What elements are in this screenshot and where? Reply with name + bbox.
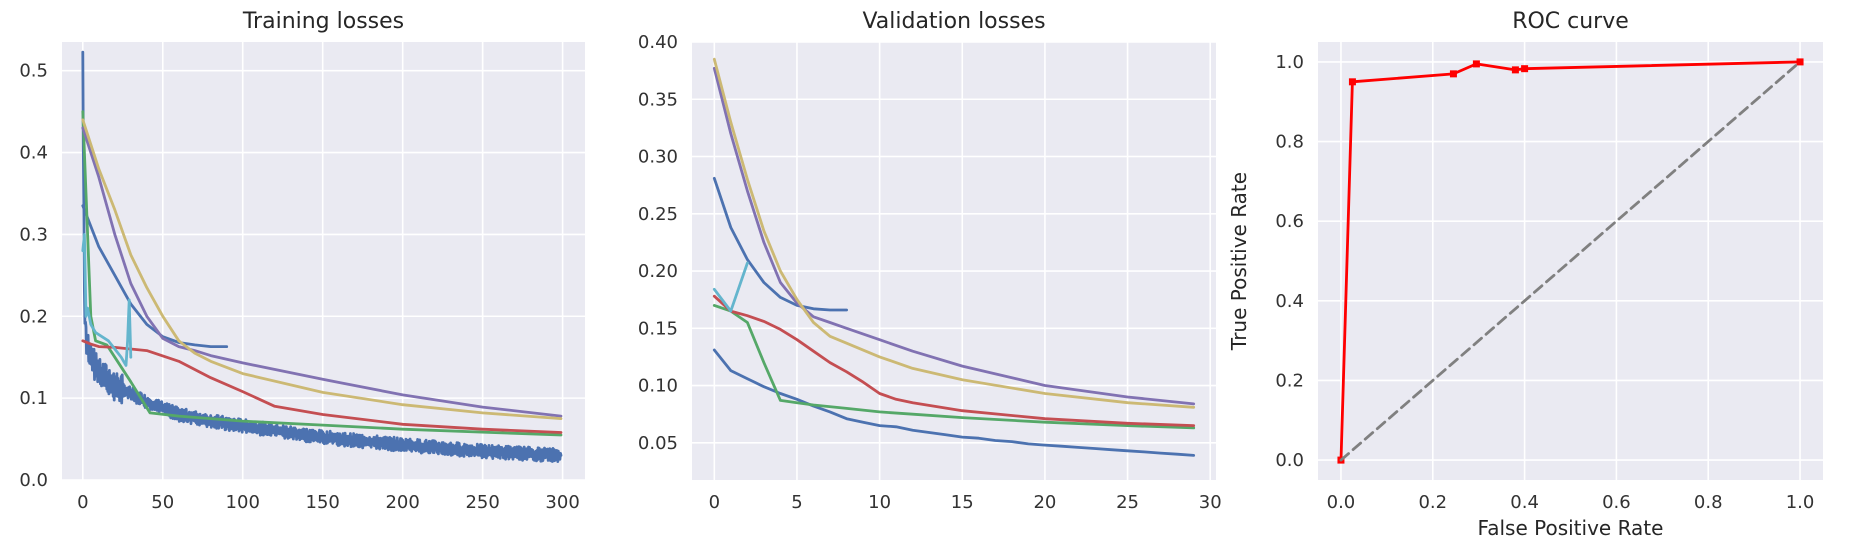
series-line-4 [81,339,563,434]
x-tick-label: 100 [226,492,260,513]
x-tick-label: 300 [545,492,579,513]
chart-title: Validation losses [862,9,1045,34]
x-tick-label: 20 [1033,492,1056,513]
x-tick-label: 1.0 [1786,492,1815,513]
series-line-5 [712,66,1196,406]
roc-point-marker [1348,78,1356,86]
y-tick-label: 0.05 [638,433,678,454]
x-tick-label: 250 [465,492,499,513]
x-tick-label: 0 [77,492,88,513]
series-line-6 [712,57,1196,409]
y-tick-label: 0.2 [1275,370,1304,391]
y-tick-label: 0.0 [1275,450,1304,471]
series-group [1337,58,1804,464]
x-tick-label: 0 [709,492,720,513]
y-tick-label: 0.35 [638,89,678,110]
y-tick-label: 1.0 [1275,52,1304,73]
series-line-3 [712,303,1196,430]
series-line-2 [712,176,848,312]
series-line-7 [712,261,749,313]
roc-point-marker [1521,65,1529,73]
x-tick-label: 0.4 [1510,492,1539,513]
series-group [712,57,1196,457]
y-tick-label: 0.15 [638,318,678,339]
y-tick-label: 0.4 [1275,291,1304,312]
x-tick-label: 0.0 [1327,492,1356,513]
x-axis-label: False Positive Rate [1478,516,1664,540]
y-tick-label: 0.1 [19,388,48,409]
plot-area [692,42,1216,480]
series-line-1 [81,50,563,464]
y-tick-label: 0.30 [638,147,678,168]
y-tick-label: 0.40 [638,32,678,53]
y-tick-label: 0.20 [638,261,678,282]
y-tick-label: 0.6 [1275,211,1304,232]
roc-point-marker [1511,66,1519,74]
y-tick-label: 0.5 [19,61,48,82]
y-axis-label: True Positive Rate [1227,172,1251,351]
x-tick-label: 200 [385,492,419,513]
chart-panel-2: 0 5 10 15 20 25 30 0.05 0.10 0.15 0.20 0.25 0.30 0.35… [638,9,1222,513]
roc-point-marker [1472,60,1480,68]
chart-panel-1: 0 50 100 150 200 250 300 0.0 0.1 0.2 0.3 0.4 0.5 Trai… [19,9,585,513]
series-line-2 [1339,60,1802,462]
y-tick-label: 0.3 [19,224,48,245]
series-line-2 [81,204,229,349]
y-tick-label: 0.4 [19,143,48,164]
x-tick-label: 5 [791,492,802,513]
roc-point-marker [1449,70,1457,78]
roc-point-marker [1796,58,1804,66]
series-line-1 [712,348,1196,457]
x-tick-label: 25 [1116,492,1139,513]
y-tick-label: 0.8 [1275,132,1304,153]
series-group [81,50,563,464]
y-tick-label: 0.0 [19,470,48,491]
x-tick-label: 15 [951,492,974,513]
x-tick-label: 0.2 [1418,492,1447,513]
x-tick-label: 30 [1199,492,1222,513]
x-tick-label: 0.8 [1694,492,1723,513]
x-tick-label: 0.6 [1602,492,1631,513]
chart-title: ROC curve [1512,9,1629,34]
series-line-7 [81,232,133,367]
series-line-6 [81,118,563,421]
x-tick-label: 10 [868,492,891,513]
series-line-4 [712,294,1196,428]
x-tick-label: 50 [151,492,174,513]
y-tick-label: 0.2 [19,306,48,327]
chart-title: Training losses [242,9,404,34]
x-tick-label: 150 [306,492,340,513]
y-tick-label: 0.25 [638,204,678,225]
y-tick-label: 0.10 [638,376,678,397]
chart-panel-3: 0.0 0.2 0.4 0.6 0.8 1.0 0.0 0.2 0.4 0.6 0.8 1.0 ROC … [1227,9,1823,540]
series-line-3 [81,110,563,437]
